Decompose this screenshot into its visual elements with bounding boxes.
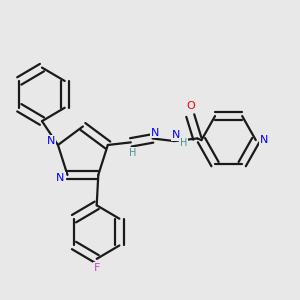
Text: O: O — [187, 101, 195, 111]
Text: N: N — [56, 172, 64, 182]
Text: N: N — [172, 130, 180, 140]
Text: N: N — [151, 128, 159, 138]
Text: H: H — [129, 148, 136, 158]
Text: N: N — [260, 135, 268, 145]
Text: F: F — [94, 263, 100, 273]
Text: N: N — [47, 136, 55, 146]
Text: H: H — [179, 138, 187, 148]
